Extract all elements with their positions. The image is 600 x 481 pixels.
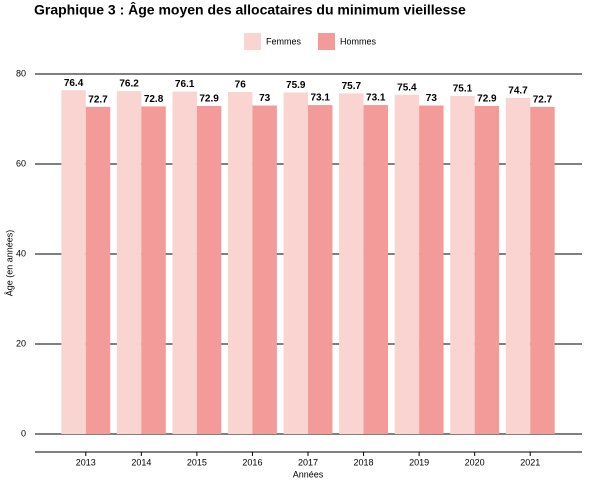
- value-label: 72.7: [533, 94, 553, 105]
- bar: [530, 106, 555, 434]
- bar: [394, 94, 420, 434]
- bar: [116, 91, 142, 434]
- y-axis-label: Âge (en années): [4, 230, 14, 297]
- x-axis-label: Années: [293, 469, 324, 479]
- x-tick-label: 2013: [76, 457, 96, 467]
- bar: [363, 105, 388, 435]
- bar: [172, 91, 197, 435]
- value-label: 75.9: [286, 80, 306, 91]
- value-label: 73.1: [366, 93, 386, 104]
- value-label: 76: [235, 80, 247, 91]
- bar: [141, 106, 166, 435]
- x-tick-label: 2020: [465, 457, 485, 467]
- bar: [474, 105, 500, 434]
- y-tick-label: 60: [16, 158, 26, 168]
- legend-label: Femmes: [266, 36, 302, 46]
- x-tick-label: 2021: [520, 457, 540, 467]
- y-tick-label: 80: [16, 68, 26, 78]
- value-label: 76.4: [64, 78, 84, 89]
- value-label: 75.4: [397, 82, 417, 93]
- y-tick-label: 20: [16, 338, 26, 348]
- value-label: 75.7: [342, 81, 362, 92]
- bar: [61, 90, 86, 434]
- bar: [339, 93, 364, 434]
- bar: [283, 92, 308, 434]
- value-label: 72.9: [199, 94, 219, 105]
- value-label: 75.1: [453, 84, 473, 95]
- x-tick-label: 2018: [354, 457, 374, 467]
- y-tick-label: 0: [21, 428, 26, 438]
- bar: [85, 106, 111, 434]
- value-label: 72.8: [144, 94, 164, 105]
- bar: [308, 105, 333, 435]
- bar: [252, 105, 277, 434]
- x-tick-label: 2016: [242, 457, 262, 467]
- bar: [419, 105, 444, 434]
- value-label: 73.1: [310, 93, 330, 104]
- value-label: 76.1: [175, 79, 195, 90]
- x-tick-label: 2014: [131, 457, 151, 467]
- value-label: 72.9: [477, 94, 497, 105]
- y-tick-label: 40: [16, 248, 26, 258]
- legend-label: Hommes: [340, 36, 377, 46]
- value-label: 73: [259, 93, 271, 104]
- legend-swatch: [244, 33, 261, 50]
- value-label: 76.2: [119, 79, 139, 90]
- value-label: 72.7: [88, 94, 108, 105]
- x-tick-label: 2017: [298, 457, 318, 467]
- x-tick-label: 2019: [409, 457, 429, 467]
- legend-swatch: [318, 33, 335, 50]
- chart-title: Graphique 3 : Âge moyen des allocataires…: [34, 1, 466, 18]
- value-label: 74.7: [508, 85, 528, 96]
- bar: [450, 96, 475, 435]
- bar: [196, 105, 222, 434]
- bar: [505, 97, 531, 434]
- x-tick-label: 2015: [187, 457, 207, 467]
- bar: [228, 92, 253, 434]
- value-label: 73: [426, 93, 438, 104]
